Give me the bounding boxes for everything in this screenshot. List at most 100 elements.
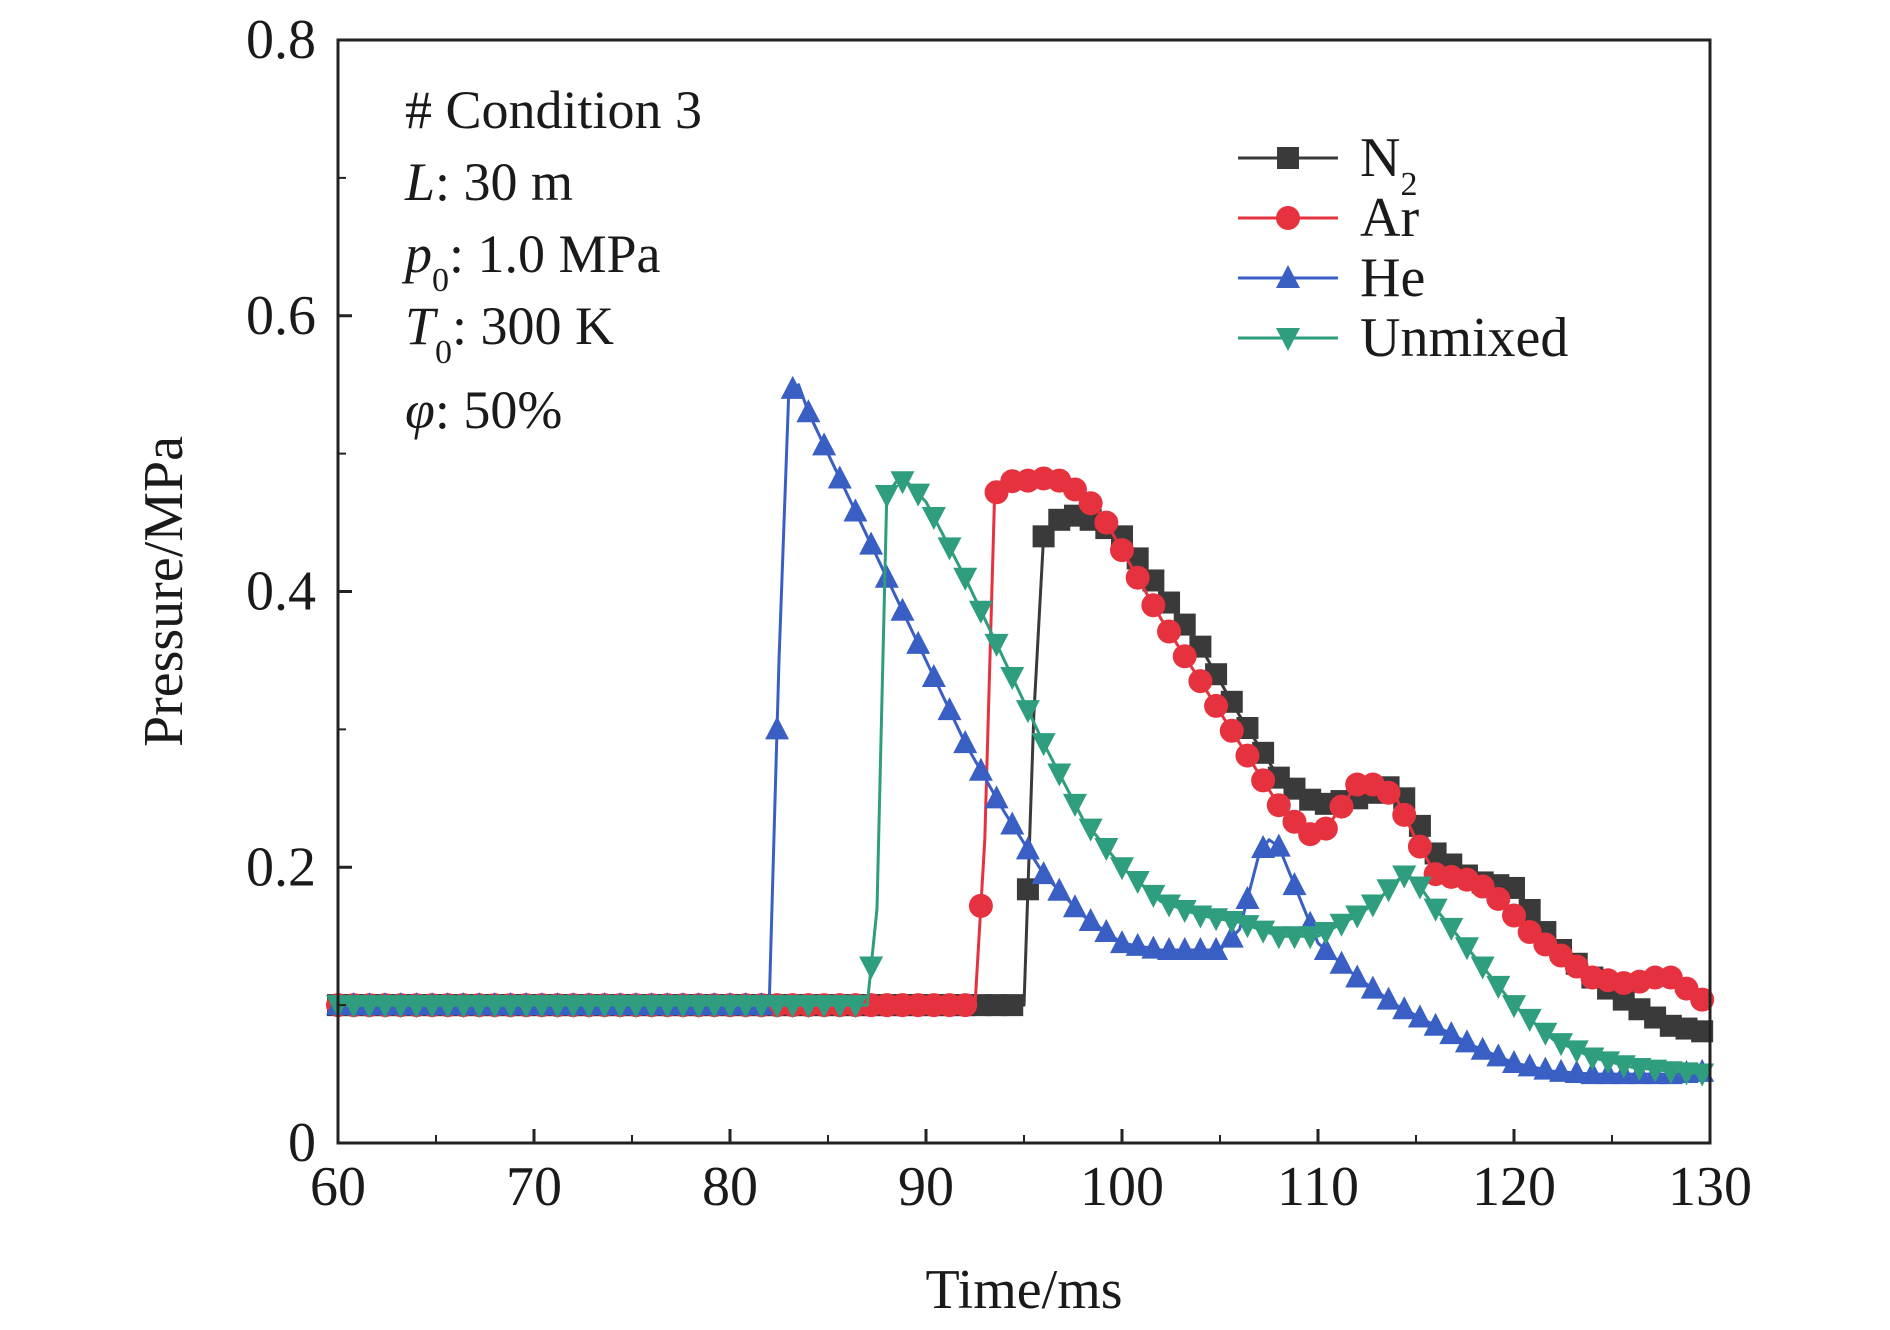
data-point-unmixed: [623, 995, 648, 1019]
x-tick-label: 70: [506, 1156, 562, 1218]
x-tick-label: 60: [310, 1156, 366, 1218]
annotation-pressure: p0: 1.0 MPa: [401, 224, 661, 299]
data-point-he: [827, 465, 852, 489]
data-point-ar: [1235, 743, 1260, 768]
data-point-unmixed: [859, 956, 884, 980]
data-point-unmixed: [1502, 995, 1526, 1019]
data-point-he: [1533, 1056, 1558, 1080]
data-point-unmixed: [1141, 884, 1166, 908]
data-point-unmixed: [1690, 1063, 1715, 1087]
series-line-n: [338, 514, 1711, 1035]
data-point-unmixed: [968, 600, 993, 624]
legend-item-he: He: [1238, 247, 1425, 309]
data-point-he: [921, 663, 946, 687]
data-point-he: [859, 531, 884, 555]
data-point-he: [906, 630, 931, 654]
data-point-unmixed: [1533, 1022, 1558, 1046]
data-point-unmixed: [843, 995, 868, 1019]
data-point-unmixed: [765, 995, 790, 1019]
data-point-ar: [1188, 669, 1213, 694]
data-point-unmixed: [420, 995, 445, 1019]
y-axis-title: Pressure/MPa: [133, 436, 195, 747]
data-point-unmixed: [357, 995, 382, 1019]
data-point-unmixed: [1015, 700, 1040, 724]
data-point-unmixed: [670, 995, 695, 1019]
legend-item-unmixed: Unmixed: [1238, 307, 1568, 369]
data-point-unmixed: [1486, 975, 1511, 999]
y-tick-label: 0.6: [246, 285, 316, 347]
data-point-he: [1502, 1050, 1526, 1074]
data-point-he: [1094, 919, 1119, 943]
axes: 60 70 80 90 100 110 120 130 0 0.2 0.4 0.6 0.8: [246, 9, 1752, 1218]
data-point-he: [874, 564, 899, 588]
data-point-n: [1691, 1020, 1714, 1043]
y-tick-label: 0.8: [246, 9, 316, 71]
data-point-he: [796, 399, 821, 423]
annotation-condition-text: # Condition 3: [405, 80, 702, 140]
data-point-unmixed: [1266, 926, 1291, 950]
data-point-unmixed: [890, 471, 915, 495]
data-point-unmixed: [655, 995, 680, 1019]
data-point-unmixed: [404, 995, 429, 1019]
legend-label-unmixed: Unmixed: [1360, 307, 1568, 369]
data-point-unmixed: [545, 995, 570, 1019]
x-tick-label: 120: [1472, 1156, 1556, 1218]
legend-item-ar: Ar: [1238, 187, 1419, 249]
data-point-he: [1423, 1012, 1448, 1036]
data-point-he: [1392, 996, 1417, 1020]
data-point-he: [1125, 932, 1150, 956]
data-point-ar: [1313, 816, 1338, 841]
data-point-he: [812, 432, 837, 456]
data-point-unmixed: [482, 995, 507, 1019]
data-point-n: [1032, 525, 1055, 548]
data-point-he: [937, 697, 962, 721]
data-point-ar: [1266, 793, 1291, 818]
data-point-unmixed: [749, 995, 774, 1019]
legend-marker-n: [1277, 147, 1299, 169]
series-layer: [326, 375, 1715, 1087]
data-point-unmixed: [1658, 1061, 1683, 1085]
data-point-ar: [1078, 491, 1103, 516]
data-point-he: [1470, 1036, 1495, 1060]
data-point-unmixed: [1094, 837, 1119, 861]
legend-label-ar: Ar: [1360, 187, 1419, 249]
data-point-he: [1329, 950, 1354, 974]
annotation-ratio-symbol: φ: [405, 380, 435, 440]
data-point-unmixed: [498, 995, 523, 1019]
data-point-he: [1000, 811, 1025, 835]
data-point-unmixed: [1407, 876, 1432, 900]
data-point-he: [1266, 833, 1291, 857]
data-point-unmixed: [1517, 1008, 1542, 1032]
annotation-temperature-symbol: T: [405, 296, 439, 356]
data-point-unmixed: [388, 995, 413, 1019]
legend-marker-unmixed: [1276, 328, 1300, 351]
annotation-pressure-subscript: 0: [432, 262, 449, 299]
legend-marker-he: [1276, 265, 1300, 288]
x-tick-label: 90: [898, 1156, 954, 1218]
data-point-unmixed: [1110, 857, 1134, 881]
data-point-he: [1204, 936, 1229, 960]
annotation-pressure-symbol: p: [401, 224, 432, 284]
y-tick-label: 0.2: [246, 836, 316, 898]
series-line-ar: [338, 476, 1711, 1007]
data-point-unmixed: [1298, 926, 1323, 950]
data-point-unmixed: [1329, 913, 1354, 937]
annotation-ratio: φ: 50%: [405, 380, 562, 440]
data-point-n: [1001, 994, 1024, 1017]
data-point-unmixed: [718, 995, 742, 1019]
data-point-ar: [1204, 693, 1229, 718]
data-point-unmixed: [733, 995, 758, 1019]
annotation-length-value: : 30 m: [435, 152, 573, 212]
data-point-he: [1235, 885, 1260, 909]
data-point-he: [1078, 908, 1103, 932]
data-point-he: [1172, 936, 1197, 960]
x-tick-label: 130: [1668, 1156, 1752, 1218]
series-he: [326, 375, 1715, 1085]
data-point-unmixed: [639, 995, 664, 1019]
x-tick-label: 100: [1080, 1156, 1164, 1218]
data-point-ar: [1407, 834, 1432, 859]
data-point-he: [1015, 836, 1040, 860]
y-tick-label: 0.4: [246, 561, 316, 623]
data-point-unmixed: [984, 633, 1009, 657]
